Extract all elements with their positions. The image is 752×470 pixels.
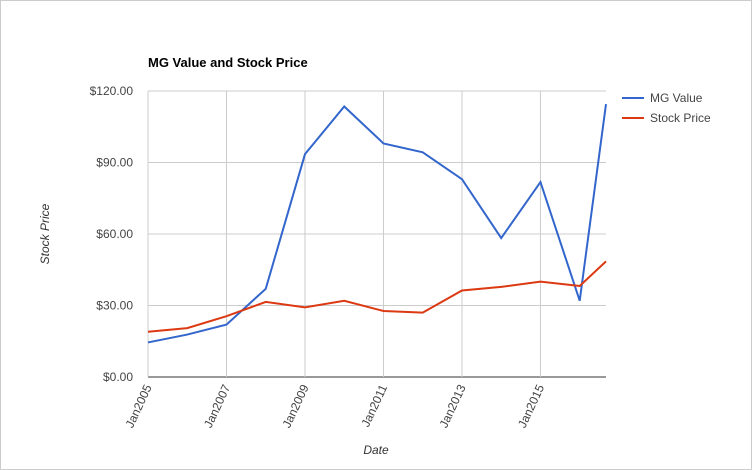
chart-title: MG Value and Stock Price (148, 55, 308, 70)
line-series (147, 260, 607, 333)
line-series (147, 103, 607, 344)
y-tick-label: $90.00 (96, 156, 133, 170)
y-tick-label: $120.00 (90, 84, 134, 98)
y-tick-label: $60.00 (96, 227, 133, 241)
y-tick-label: $30.00 (96, 299, 133, 313)
y-tick-label: $0.00 (103, 370, 133, 384)
y-axis-title: Stock Price (38, 203, 52, 264)
legend-label: Stock Price (650, 111, 711, 125)
x-axis-title: Date (363, 443, 389, 457)
legend-label: MG Value (650, 91, 703, 105)
